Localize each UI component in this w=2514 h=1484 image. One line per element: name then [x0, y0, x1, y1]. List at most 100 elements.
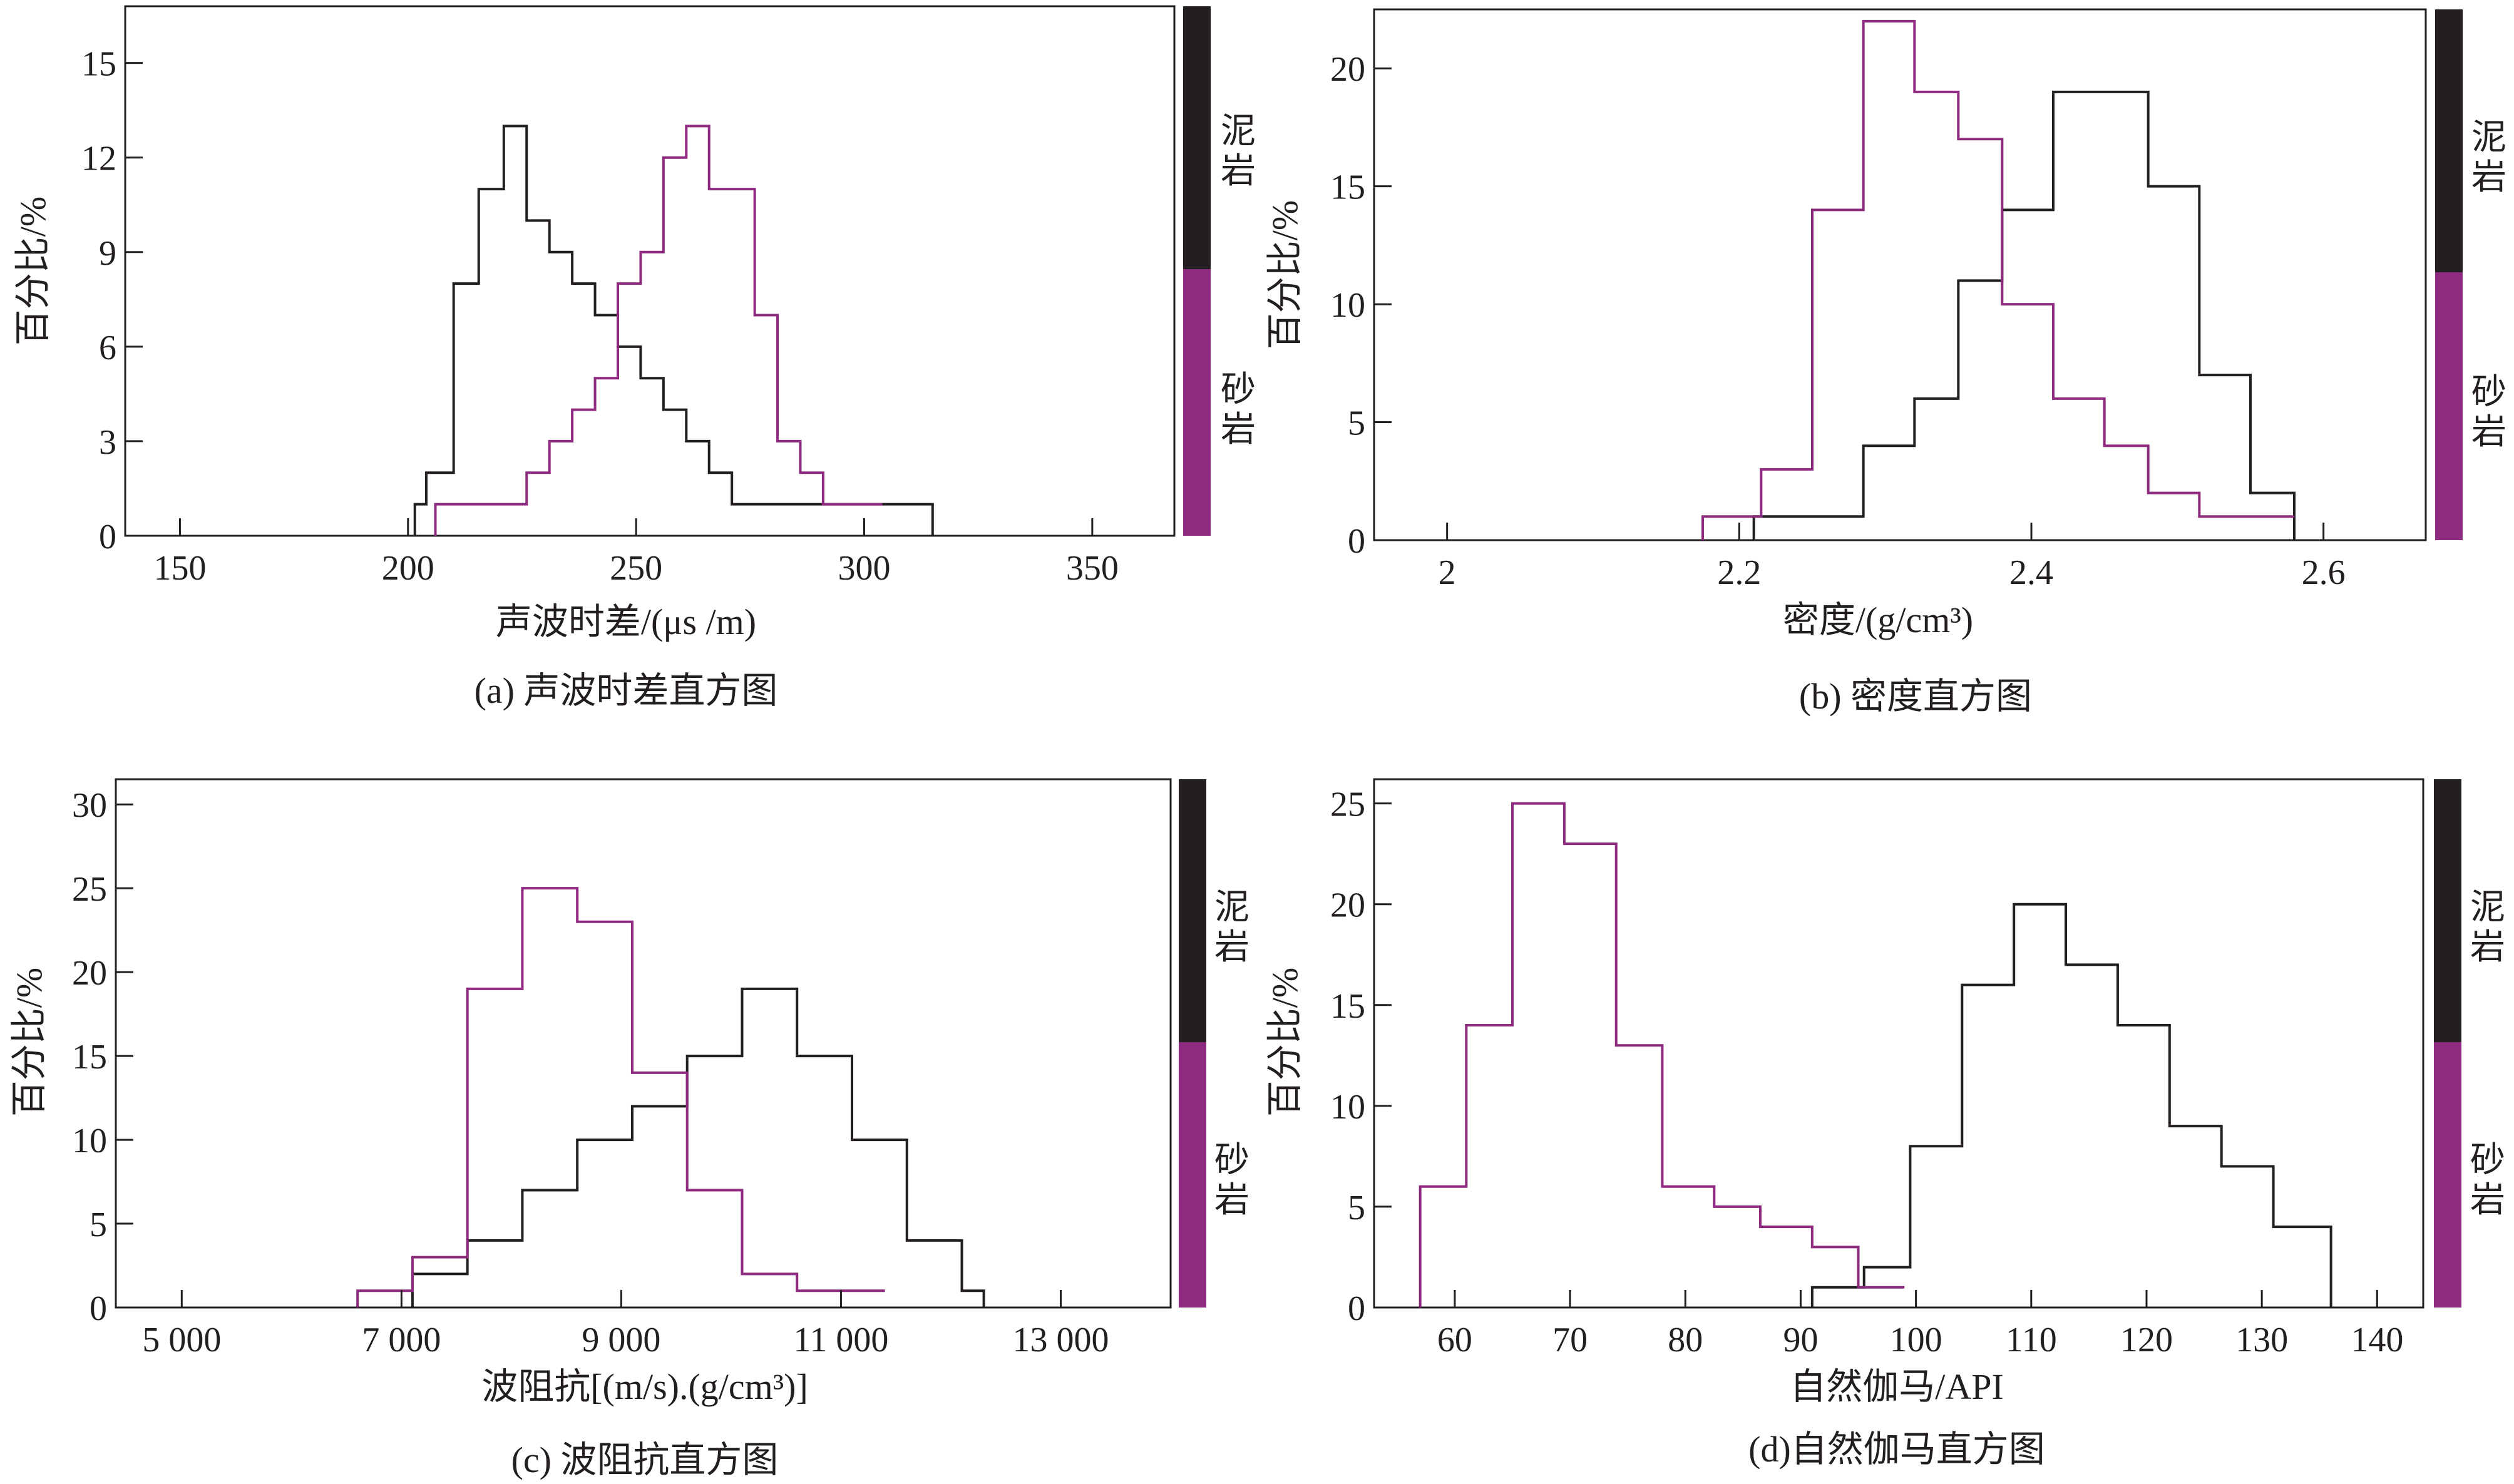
legend-sandstone-char-2: 岩: [2470, 1181, 2505, 1220]
legend-sandstone-char-1: 砂: [2471, 373, 2506, 412]
series-sandstone-outline: [434, 125, 883, 536]
legend-mudstone-swatch: [2435, 9, 2463, 272]
y-tick-label: 3: [99, 423, 116, 462]
legend-sandstone-swatch: [1179, 1042, 1206, 1307]
x-tick-label: 300: [838, 549, 890, 588]
legend-mudstone-swatch: [1179, 779, 1206, 1042]
x-tick-label: 350: [1066, 549, 1119, 588]
legend-sandstone-char-2: 岩: [2471, 413, 2506, 452]
x-tick-label: 200: [382, 549, 434, 588]
panel-c-xlabel: 波阻抗[(m/s).(g/cm³)]: [481, 1366, 808, 1407]
legend-mudstone-char-2: 岩: [2471, 158, 2506, 197]
panel-d-frame: [1373, 778, 2424, 1309]
panel-d-caption: (d)自然伽马直方图: [1748, 1429, 2045, 1470]
panel-a-xticks: 150 200 250 300 350: [153, 518, 1119, 588]
y-tick-label: 20: [1330, 50, 1365, 89]
panel-b: 0 5 10 15 20 2 2.2 2.4 2.6 百分比/% 密度/(g/cm³) (b)…: [1265, 8, 2506, 717]
panel-a-frame: [124, 5, 1176, 537]
x-tick-label: 13 000: [1012, 1321, 1109, 1359]
legend-sandstone-char-1: 砂: [1214, 1141, 1249, 1180]
x-tick-label: 9 000: [582, 1321, 660, 1359]
x-tick-label: 90: [1783, 1321, 1818, 1359]
legend-mudstone-char-1: 泥: [1214, 888, 1249, 927]
legend-sandstone-char-1: 砂: [2470, 1141, 2505, 1180]
y-tick-label: 0: [99, 518, 116, 556]
panel-c-frame: [115, 778, 1172, 1309]
legend-sandstone-swatch: [2434, 1042, 2461, 1307]
legend-mudstone-char-1: 泥: [1221, 112, 1256, 151]
panel-b-xlabel: 密度/(g/cm³): [1783, 600, 1973, 640]
panel-a-legend: 泥 岩 砂 岩: [1183, 6, 1256, 536]
y-tick-label: 10: [72, 1122, 107, 1160]
panel-c-caption: (c) 波阻抗直方图: [511, 1440, 779, 1480]
y-tick-label: 15: [1330, 987, 1365, 1026]
x-tick-label: 70: [1552, 1321, 1588, 1359]
panel-a-caption: (a) 声波时差直方图: [475, 670, 778, 711]
panel-d-xticks: 60 70 80 90 100 110 120 130 140: [1437, 1290, 2403, 1359]
y-tick-label: 25: [1330, 785, 1365, 824]
series-sandstone-outline: [356, 887, 885, 1307]
y-tick-label: 10: [1330, 1088, 1365, 1127]
y-tick-label: 5: [90, 1205, 107, 1244]
y-tick-label: 12: [81, 140, 116, 178]
y-tick-label: 5: [1348, 404, 1365, 443]
panel-d-yticks: 0 5 10 15 20 25: [1330, 785, 1392, 1328]
y-tick-label: 10: [1330, 286, 1365, 325]
x-tick-label: 2.4: [2009, 553, 2053, 592]
y-tick-label: 15: [72, 1038, 107, 1077]
y-tick-label: 15: [81, 45, 116, 84]
panel-b-legend: 泥 岩 砂 岩: [2435, 9, 2506, 540]
legend-sandstone-char-2: 岩: [1221, 411, 1256, 449]
panel-a-ylabel: 百分比/%: [13, 197, 53, 345]
x-tick-label: 100: [1890, 1321, 1942, 1359]
panel-b-yticks: 0 5 10 15 20: [1330, 50, 1392, 561]
legend-sandstone-char-1: 砂: [1221, 371, 1256, 409]
x-tick-label: 110: [2006, 1321, 2057, 1359]
legend-mudstone-swatch: [2434, 779, 2461, 1042]
panel-d-series: [1419, 802, 2332, 1307]
y-tick-label: 0: [1348, 522, 1365, 561]
legend-mudstone-char-2: 岩: [1214, 928, 1249, 967]
y-tick-label: 15: [1330, 168, 1365, 207]
panel-c: 0 5 10 15 20 25 30 5 000 7 000 9 000 11 000 13 000…: [9, 778, 1249, 1480]
legend-mudstone-char-1: 泥: [2470, 888, 2505, 927]
y-tick-label: 25: [72, 870, 107, 909]
y-tick-label: 9: [99, 234, 116, 273]
x-tick-label: 150: [153, 549, 206, 588]
panel-b-frame: [1373, 8, 2427, 541]
panel-c-series: [356, 887, 985, 1307]
y-tick-label: 30: [72, 786, 107, 825]
panel-c-xticks: 5 000 7 000 9 000 11 000 13 000: [142, 1290, 1109, 1359]
x-tick-label: 11 000: [793, 1321, 888, 1359]
x-tick-label: 120: [2120, 1321, 2173, 1359]
panel-b-series: [1701, 19, 2296, 540]
series-mudstone-outline: [413, 125, 934, 536]
x-tick-label: 60: [1437, 1321, 1472, 1359]
panel-b-xticks: 2 2.2 2.4 2.6: [1439, 523, 2346, 592]
x-tick-label: 7 000: [362, 1321, 441, 1359]
panel-c-yticks: 0 5 10 15 20 25 30: [72, 786, 133, 1328]
y-tick-label: 20: [1330, 886, 1365, 925]
y-tick-label: 0: [1348, 1289, 1365, 1328]
series-mudstone-outline: [1752, 90, 2296, 540]
legend-sandstone-swatch: [1183, 269, 1211, 536]
series-mudstone-outline: [411, 987, 985, 1307]
y-tick-label: 6: [99, 329, 116, 367]
x-tick-label: 250: [610, 549, 662, 588]
panel-a-series: [413, 125, 934, 536]
x-tick-label: 2.2: [1717, 553, 1761, 592]
panel-b-ylabel: 百分比/%: [1265, 200, 1305, 349]
legend-mudstone-char-2: 岩: [1221, 152, 1256, 191]
panel-d-ylabel: 百分比/%: [1265, 968, 1305, 1117]
legend-mudstone-char-1: 泥: [2471, 118, 2506, 157]
y-tick-label: 5: [1348, 1189, 1365, 1227]
legend-mudstone-swatch: [1183, 6, 1211, 269]
panel-b-caption: (b) 密度直方图: [1799, 676, 2032, 717]
series-sandstone-outline: [1419, 802, 1905, 1307]
panel-c-legend: 泥 岩 砂 岩: [1179, 779, 1249, 1307]
y-tick-label: 0: [90, 1289, 107, 1328]
x-tick-label: 130: [2235, 1321, 2288, 1359]
panel-d-legend: 泥 岩 砂 岩: [2434, 779, 2505, 1307]
x-tick-label: 2.6: [2302, 553, 2346, 592]
